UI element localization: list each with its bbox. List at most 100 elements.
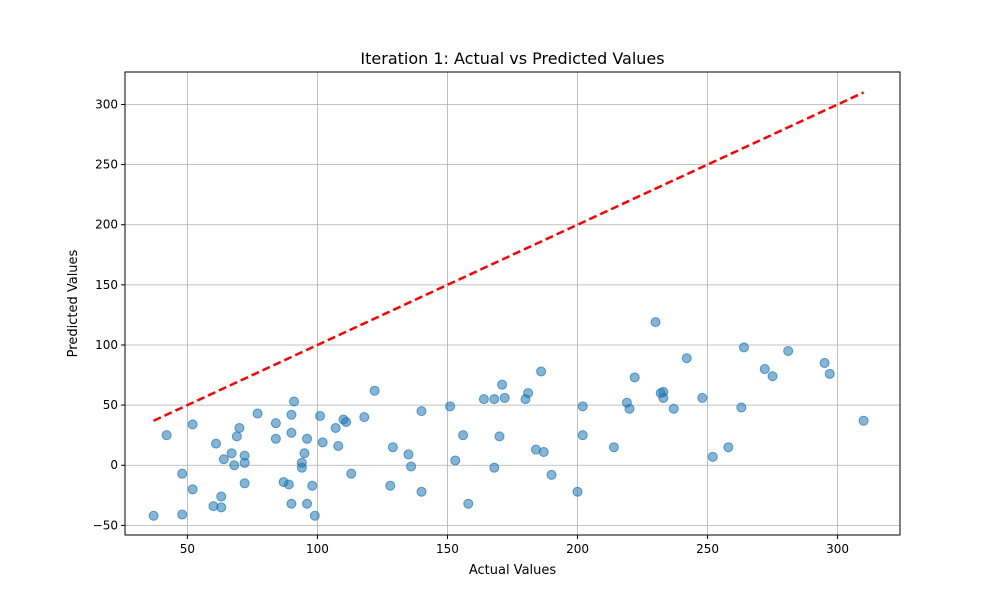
plot-frame — [124, 71, 901, 536]
data-point — [289, 396, 300, 407]
data-point — [416, 486, 427, 497]
data-point — [309, 510, 320, 521]
data-point — [858, 415, 869, 426]
data-point — [738, 342, 749, 353]
data-point — [226, 448, 237, 459]
data-point — [463, 498, 474, 509]
data-point — [668, 403, 679, 414]
data-point — [346, 468, 357, 479]
x-axis-label: Actual Values — [469, 563, 557, 578]
data-point — [403, 449, 414, 460]
y-tick-label: 200 — [95, 218, 118, 232]
data-point — [218, 454, 229, 465]
data-point — [286, 427, 297, 438]
y-tick-label: 50 — [103, 398, 118, 412]
data-point — [211, 438, 222, 449]
data-point — [286, 498, 297, 509]
data-point — [478, 394, 489, 405]
data-point — [216, 491, 227, 502]
data-point — [387, 442, 398, 453]
data-point — [759, 364, 770, 375]
data-point — [497, 379, 508, 390]
data-point — [707, 451, 718, 462]
data-point — [369, 385, 380, 396]
data-point — [317, 437, 328, 448]
data-point — [824, 368, 835, 379]
data-point — [283, 479, 294, 490]
grid-lines — [125, 72, 900, 535]
x-tick-label: 50 — [180, 542, 195, 556]
y-tick-label: 100 — [95, 338, 118, 352]
reference-line — [153, 91, 865, 422]
x-tick-label: 100 — [306, 542, 329, 556]
data-point — [315, 410, 326, 421]
data-point — [650, 317, 661, 328]
data-point — [494, 431, 505, 442]
x-tick-label: 200 — [566, 542, 589, 556]
data-point — [229, 460, 240, 471]
y-tick-label: 0 — [110, 458, 118, 472]
data-point — [270, 418, 281, 429]
data-point — [239, 457, 250, 468]
data-point — [723, 442, 734, 453]
data-point — [577, 430, 588, 441]
data-point — [252, 408, 263, 419]
y-tick-label: −50 — [93, 518, 118, 532]
data-point — [148, 510, 159, 521]
data-point — [177, 509, 188, 520]
data-point — [296, 462, 307, 473]
data-point — [406, 461, 417, 472]
data-point — [536, 366, 547, 377]
y-axis-label: Predicted Values — [66, 249, 81, 357]
data-point — [270, 433, 281, 444]
data-point — [577, 401, 588, 412]
data-point — [445, 401, 456, 412]
data-point — [161, 430, 172, 441]
data-point — [624, 403, 635, 414]
x-tick-label: 300 — [826, 542, 849, 556]
data-point — [681, 353, 692, 364]
data-point — [819, 358, 830, 369]
data-point — [499, 392, 510, 403]
data-point — [697, 392, 708, 403]
data-point — [330, 422, 341, 433]
data-point — [572, 486, 583, 497]
data-point — [767, 371, 778, 382]
x-axis-ticks: 50 100 150 200 250 300 — [180, 535, 849, 556]
data-point — [359, 412, 370, 423]
y-tick-label: 150 — [95, 278, 118, 292]
data-point — [489, 462, 500, 473]
x-tick-label: 150 — [436, 542, 459, 556]
data-point — [546, 469, 557, 480]
data-point — [307, 480, 318, 491]
data-point — [658, 392, 669, 403]
chart-title: Iteration 1: Actual vs Predicted Values — [360, 49, 664, 68]
data-point — [302, 433, 313, 444]
data-point — [187, 419, 198, 430]
data-point — [489, 394, 500, 405]
data-point — [416, 406, 427, 417]
data-point — [385, 480, 396, 491]
data-point — [177, 468, 188, 479]
data-point — [286, 409, 297, 420]
data-point — [216, 502, 227, 513]
data-point — [608, 442, 619, 453]
data-point — [299, 448, 310, 459]
y-tick-label: 300 — [95, 97, 118, 111]
ideal-fit-line — [153, 91, 865, 422]
data-point — [629, 372, 640, 383]
x-tick-label: 250 — [696, 542, 719, 556]
data-point — [231, 431, 242, 442]
data-point — [302, 498, 313, 509]
y-tick-label: 250 — [95, 158, 118, 172]
data-point — [538, 447, 549, 458]
data-point — [736, 402, 747, 413]
data-point — [783, 346, 794, 357]
data-point — [341, 416, 352, 427]
data-point — [523, 388, 534, 399]
data-point — [333, 441, 344, 452]
data-point — [450, 455, 461, 466]
data-point — [187, 484, 198, 495]
data-point — [234, 422, 245, 433]
